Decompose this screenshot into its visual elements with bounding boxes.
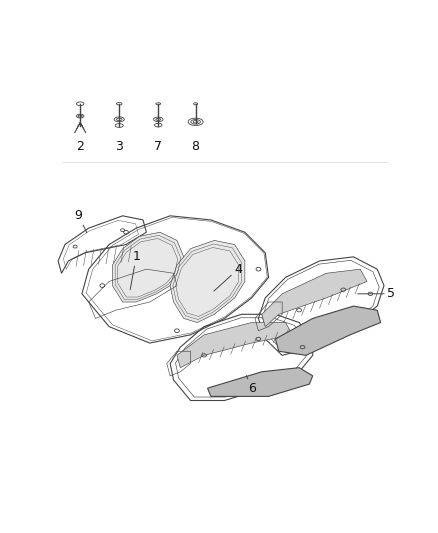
Text: 9: 9 [74,209,87,232]
Polygon shape [177,322,293,368]
Polygon shape [208,368,313,397]
Text: 7: 7 [154,140,162,152]
Text: 1: 1 [130,251,140,290]
Text: 8: 8 [191,140,200,152]
Text: 2: 2 [76,140,84,152]
Text: 4: 4 [214,263,242,291]
Text: 3: 3 [115,140,123,152]
Polygon shape [170,240,245,322]
Polygon shape [276,306,381,356]
Text: 6: 6 [247,376,255,394]
Polygon shape [113,232,184,302]
Text: 5: 5 [358,287,395,300]
Polygon shape [262,269,367,327]
